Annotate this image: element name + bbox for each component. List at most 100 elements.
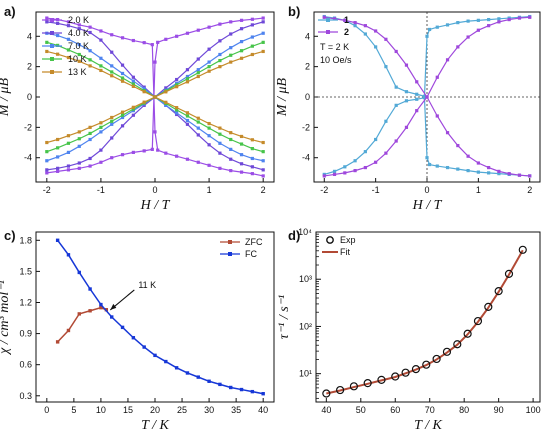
x-tick-label: 2	[527, 185, 532, 195]
data-point	[153, 130, 157, 134]
legend-exp-marker	[326, 236, 334, 244]
x-tick-label: -1	[97, 185, 105, 195]
data-point	[250, 389, 255, 394]
data-point	[476, 161, 480, 165]
data-point	[363, 32, 367, 36]
data-point	[261, 49, 265, 54]
data-point	[374, 137, 378, 142]
panel-c-frame	[35, 231, 275, 403]
data-point	[229, 131, 233, 135]
legend-label: 10 K	[68, 54, 87, 64]
data-point	[175, 111, 179, 115]
data-point	[99, 125, 103, 129]
data-point	[207, 60, 211, 64]
condition-label: T = 2 K	[320, 42, 349, 52]
data-point	[404, 125, 409, 129]
x-tick-label: 25	[177, 405, 187, 415]
data-point	[363, 165, 367, 170]
experimental-point	[336, 385, 345, 395]
data-point	[466, 154, 470, 158]
data-point	[88, 287, 92, 291]
data-point	[131, 113, 135, 117]
panel-a-legend-2-marker	[50, 44, 54, 48]
y-tick-label: 10¹	[299, 369, 312, 379]
data-point	[175, 77, 179, 82]
data-point	[120, 36, 125, 40]
y-axis-label: M / μB	[275, 77, 290, 117]
data-point	[196, 57, 200, 61]
panel-label: b)	[288, 4, 300, 19]
data-point	[466, 169, 470, 173]
data-point	[229, 147, 233, 151]
data-point	[218, 126, 222, 130]
experimental-point	[363, 379, 372, 388]
x-tick-label: -2	[43, 185, 51, 195]
data-point	[196, 133, 200, 137]
panel-a-legend-3-marker	[50, 57, 54, 61]
y-tick-label: 4	[27, 31, 32, 41]
data-point	[66, 134, 71, 138]
x-tick-label: 30	[204, 405, 214, 415]
x-tick-label: 40	[258, 405, 268, 415]
data-point	[185, 157, 190, 161]
data-point	[77, 144, 81, 148]
data-point	[250, 23, 254, 27]
data-point	[250, 52, 254, 57]
data-point	[77, 270, 81, 275]
data-point	[175, 85, 179, 89]
data-point	[207, 121, 211, 126]
data-point	[239, 18, 244, 22]
data-point	[99, 302, 103, 307]
data-point	[131, 84, 135, 88]
data-point	[56, 155, 60, 159]
y-axis-label: τ⁻¹ / s⁻¹	[277, 295, 292, 340]
data-point	[131, 150, 135, 155]
data-point	[77, 27, 81, 31]
data-point	[415, 80, 419, 84]
data-point	[88, 58, 92, 62]
legend-label: 2.0 K	[68, 15, 89, 25]
data-point	[476, 18, 480, 22]
experimental-point	[401, 368, 410, 377]
data-point	[99, 29, 103, 33]
panel-c-legend-0-marker	[228, 240, 232, 244]
data-point	[456, 21, 460, 25]
data-point	[456, 167, 460, 171]
data-point	[174, 366, 179, 370]
experimental-point	[442, 347, 452, 356]
data-point	[99, 160, 103, 164]
x-tick-label: 15	[123, 405, 133, 415]
data-point	[487, 17, 491, 22]
experimental-point	[411, 364, 421, 374]
data-point	[374, 160, 378, 164]
data-point	[261, 168, 265, 172]
data-point	[196, 71, 200, 75]
panel-a-legend-1-marker	[50, 31, 54, 35]
data-point	[261, 174, 265, 178]
data-point	[394, 139, 398, 143]
y-tick-label: -2	[24, 122, 32, 132]
x-tick-label: 40	[321, 405, 331, 415]
data-point	[374, 45, 378, 49]
data-point	[528, 174, 532, 178]
data-point	[404, 90, 409, 94]
data-point	[229, 53, 233, 57]
data-point	[66, 20, 71, 24]
data-point	[45, 49, 49, 54]
data-point	[131, 336, 136, 340]
legend-label: Exp	[340, 235, 356, 245]
data-point	[229, 32, 233, 36]
y-tick-label: 1.8	[19, 235, 32, 245]
data-point	[77, 23, 81, 27]
data-point	[229, 46, 233, 50]
data-point	[384, 151, 388, 155]
x-tick-label: 1	[207, 185, 212, 195]
data-point	[250, 147, 254, 151]
data-point	[196, 126, 200, 130]
data-point	[77, 43, 81, 47]
data-point	[456, 45, 460, 49]
data-point	[261, 16, 265, 20]
data-point	[229, 169, 233, 173]
data-point	[207, 69, 211, 73]
x-tick-label: 0	[424, 185, 429, 195]
